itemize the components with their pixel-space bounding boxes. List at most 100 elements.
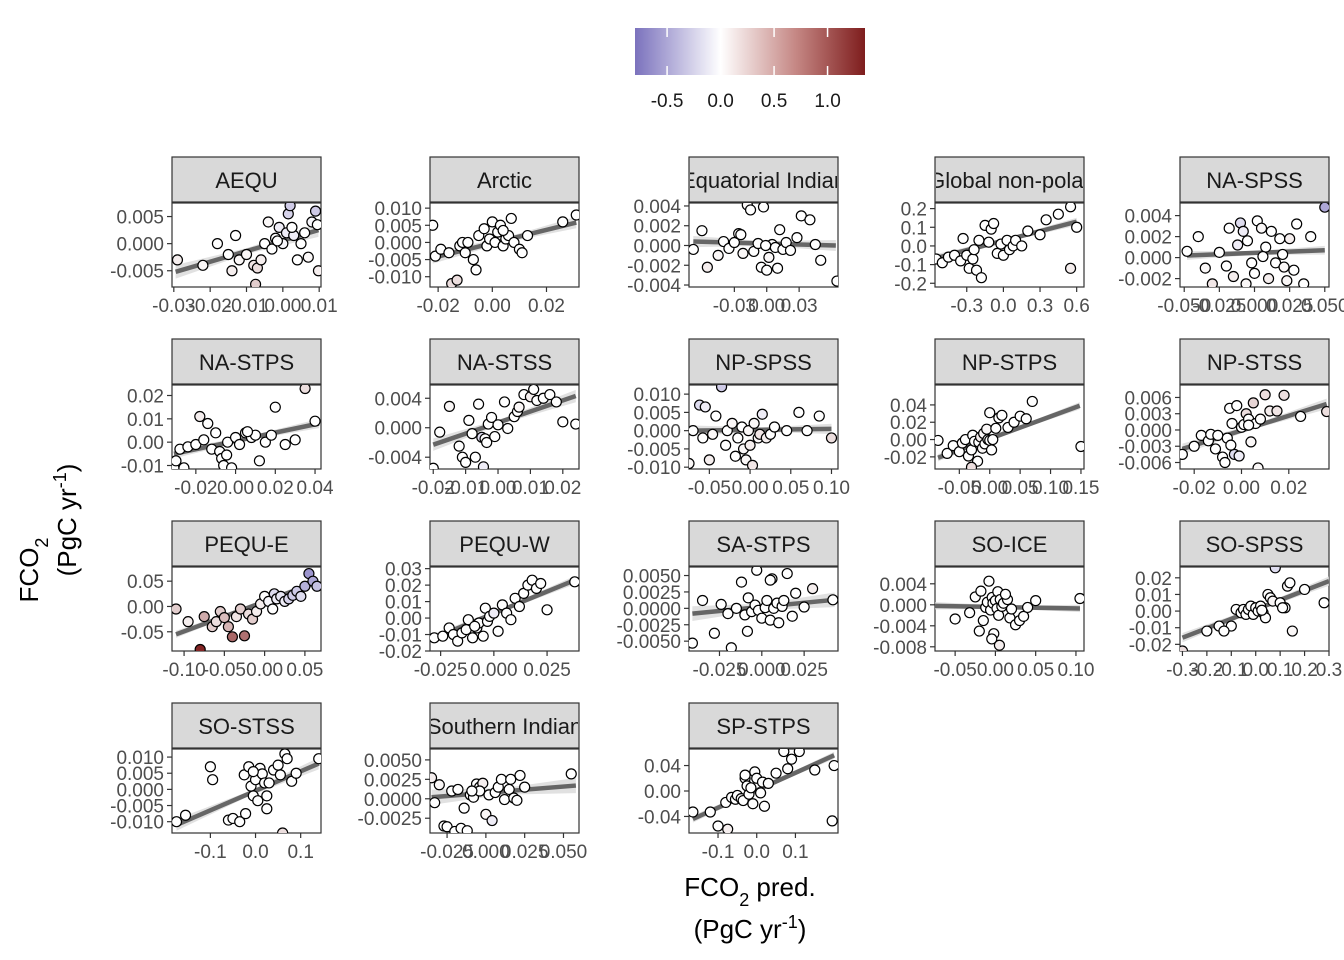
panel-plot-area [1180, 389, 1329, 469]
data-point [741, 625, 754, 637]
x-tick-label: 0.025 [780, 660, 828, 681]
colorbar [635, 28, 865, 75]
y-tick-label: -0.005 [110, 797, 164, 818]
data-point [535, 577, 547, 590]
data-point [469, 451, 481, 463]
y-tick-label: 0.000 [633, 236, 681, 257]
data-point [261, 790, 273, 802]
y-tick-label: -0.2 [894, 274, 927, 295]
data-point [266, 243, 278, 255]
data-point [786, 610, 798, 622]
y-tick-label: 0.0025 [623, 583, 681, 604]
data-point [289, 434, 301, 446]
facet-panel: AEQU -0.005 0.000 0.005 -0.03-0.02-0.010.00 0… [110, 156, 338, 317]
data-point [1071, 221, 1083, 233]
x-title-unit-sup: -1 [782, 912, 798, 932]
y-title-main: FCO [14, 548, 44, 603]
data-point [286, 221, 298, 233]
x-tick-label: 0.03 [781, 296, 818, 317]
colorbar-label: -0.5 [651, 91, 684, 112]
data-point [434, 426, 446, 438]
data-point [1016, 240, 1028, 252]
data-point [1278, 389, 1290, 401]
data-point [295, 238, 307, 250]
data-point [229, 229, 242, 242]
x-tick-label: -0.02 [412, 478, 455, 499]
panel-plot-area [1180, 567, 1329, 651]
data-point [977, 614, 989, 627]
y-tick-label: 0.0025 [364, 770, 422, 791]
y-tick-label: 0.02 [1135, 569, 1172, 590]
data-point [1212, 429, 1224, 441]
y-title-sub: 2 [32, 538, 52, 548]
x-tick-label: 0.00 [480, 478, 517, 499]
y-title-unit-sup: -1 [50, 472, 70, 488]
y-tick-label: 0.005 [116, 764, 164, 785]
y-tick-label: 0.006 [1124, 388, 1172, 409]
data-point [798, 601, 810, 613]
y-tick-label: 0.02 [127, 387, 164, 408]
facet-panel: Southern Indian -0.00250.00000.00250.0050… [358, 702, 587, 863]
y-tick-label: 0.004 [374, 389, 422, 410]
data-point [807, 583, 819, 595]
panel-plot-area [172, 203, 321, 287]
panel-plot-area [689, 203, 838, 287]
data-point [764, 574, 776, 586]
facet-strip [171, 338, 322, 385]
data-point [1265, 225, 1277, 237]
data-point [1232, 239, 1244, 251]
data-point [985, 444, 998, 456]
data-point [172, 603, 182, 615]
data-point [295, 590, 307, 602]
data-point [809, 764, 821, 776]
data-point [757, 203, 770, 213]
facet-strip-label: NA-STSS [457, 350, 552, 375]
y-tick-label: 0.04 [890, 396, 927, 417]
data-point [495, 773, 507, 785]
data-point [1188, 440, 1200, 452]
data-point [968, 244, 980, 256]
data-point [511, 794, 523, 806]
x-tick-label: 0.000 [462, 842, 510, 863]
data-point [804, 214, 816, 226]
panel-plot-area [935, 575, 1084, 651]
x-tick-label: 0.000 [1231, 296, 1279, 317]
data-point [281, 753, 293, 765]
facet-panel: PEQU-W-0.02-0.010.000.010.020.03-0.025 0.… [379, 520, 580, 681]
facet-strip [429, 338, 580, 385]
facet-strip-label: NP-STSS [1207, 350, 1302, 375]
x-tick-label: -0.01 [444, 478, 487, 499]
data-point [1246, 257, 1258, 269]
data-point [430, 462, 439, 469]
facet-strip [934, 156, 1085, 203]
y-tick-label: -0.05 [121, 623, 164, 644]
data-point [1252, 462, 1264, 469]
data-point [430, 219, 439, 231]
data-point [1180, 448, 1188, 460]
facet-strip-label: NA-SPSS [1206, 168, 1303, 193]
data-point [1276, 602, 1289, 614]
data-point [831, 275, 838, 287]
data-point [467, 253, 479, 266]
data-point [1192, 231, 1204, 243]
data-point [785, 753, 798, 765]
facet-panel: NA-STSS-0.0040.0000.004-0.02-0.010.000.0… [368, 338, 581, 499]
facet-strip [688, 520, 839, 567]
x-tick-label: 0.0 [1243, 660, 1269, 681]
panel-plot-area [172, 385, 321, 469]
data-point [452, 783, 464, 796]
data-point [726, 417, 738, 429]
data-point [737, 247, 749, 259]
y-tick-label: -0.010 [110, 813, 164, 834]
y-tick-label: 0.000 [374, 419, 422, 440]
data-point [935, 434, 944, 447]
data-point [1259, 389, 1271, 401]
data-point [742, 425, 755, 437]
data-point [221, 449, 233, 461]
data-point [1231, 399, 1243, 412]
data-point [466, 428, 478, 440]
x-tick-label: 0.0 [990, 296, 1016, 317]
facet-strip-label: AEQU [215, 168, 277, 193]
data-point [707, 428, 719, 440]
